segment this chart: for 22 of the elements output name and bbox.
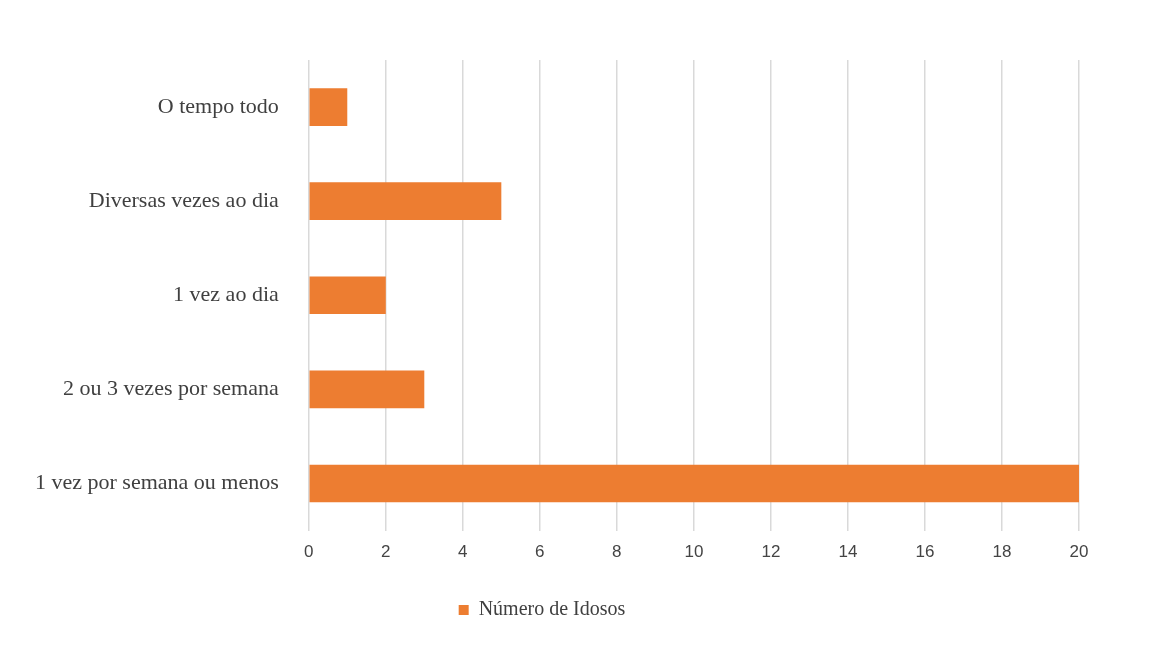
y-tick-label: O tempo todo: [157, 92, 279, 118]
x-tick-label: 4: [458, 542, 468, 562]
bar: [309, 276, 386, 315]
bar: [309, 182, 502, 220]
x-tick-label: 8: [612, 542, 622, 562]
x-tick-label: 6: [535, 542, 545, 562]
y-tick-label: Diversas vezes ao dia: [88, 186, 279, 212]
x-tick-label: 2: [381, 542, 391, 562]
x-tick-label: 12: [761, 542, 781, 562]
x-tick-label: 14: [838, 542, 858, 562]
bar: [309, 370, 425, 409]
y-tick-label: 2 ou 3 vezes por semana: [63, 375, 279, 401]
x-tick-label: 10: [684, 542, 704, 562]
x-tick-label: 0: [304, 542, 314, 562]
bar: [309, 464, 1079, 503]
y-tick-label: 1 vez ao dia: [173, 281, 279, 307]
x-tick-label: 16: [915, 542, 935, 562]
x-tick-label: 18: [992, 542, 1012, 562]
bar: [309, 88, 348, 126]
y-tick-label: 1 vez por semana ou menos: [35, 469, 279, 495]
x-tick-label: 20: [1069, 542, 1089, 562]
legend-label: Número de Idosos: [478, 597, 626, 620]
